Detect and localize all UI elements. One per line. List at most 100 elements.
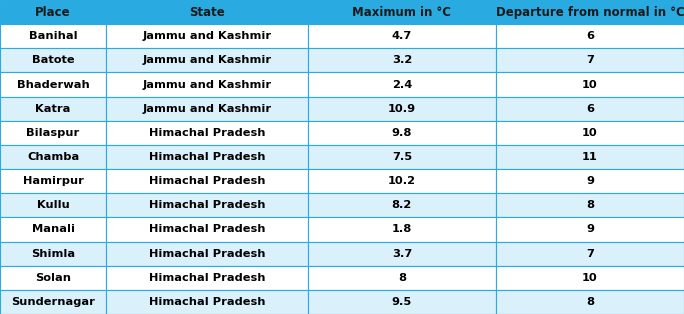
Bar (106, 193, 308, 217)
Text: Chamba: Chamba (27, 152, 79, 162)
Bar (106, 97, 308, 121)
Text: Jammu and Kashmir: Jammu and Kashmir (142, 31, 272, 41)
Text: Jammu and Kashmir: Jammu and Kashmir (142, 79, 272, 89)
Text: 6: 6 (586, 31, 594, 41)
Text: 8: 8 (586, 297, 594, 307)
Bar (0, 24, 106, 48)
Text: 4.7: 4.7 (392, 31, 412, 41)
Bar (106, 217, 308, 241)
Text: Jammu and Kashmir: Jammu and Kashmir (142, 55, 272, 65)
Text: State: State (189, 6, 225, 19)
Bar (308, 73, 496, 97)
Text: 8: 8 (398, 273, 406, 283)
Text: Shimla: Shimla (31, 249, 75, 259)
Bar (496, 217, 684, 241)
Text: 9: 9 (586, 225, 594, 235)
Bar (496, 266, 684, 290)
Bar (0, 290, 106, 314)
Text: Jammu and Kashmir: Jammu and Kashmir (142, 104, 272, 114)
Bar (308, 0, 496, 24)
Text: 8.2: 8.2 (392, 200, 412, 210)
Bar (308, 241, 496, 266)
Text: Bilaspur: Bilaspur (27, 128, 79, 138)
Bar (106, 121, 308, 145)
Bar (496, 121, 684, 145)
Bar (308, 97, 496, 121)
Bar (496, 73, 684, 97)
Text: 9.8: 9.8 (392, 128, 412, 138)
Text: 10: 10 (582, 79, 598, 89)
Bar (496, 24, 684, 48)
Text: 11: 11 (582, 152, 598, 162)
Text: 10: 10 (582, 273, 598, 283)
Text: Bhaderwah: Bhaderwah (16, 79, 90, 89)
Text: Himachal Pradesh: Himachal Pradesh (148, 176, 265, 186)
Bar (0, 97, 106, 121)
Text: Himachal Pradesh: Himachal Pradesh (148, 225, 265, 235)
Text: Banihal: Banihal (29, 31, 77, 41)
Bar (496, 0, 684, 24)
Bar (0, 193, 106, 217)
Bar (0, 241, 106, 266)
Text: 9.5: 9.5 (392, 297, 412, 307)
Text: 10.2: 10.2 (388, 176, 416, 186)
Bar (308, 145, 496, 169)
Bar (496, 97, 684, 121)
Text: Hamirpur: Hamirpur (23, 176, 83, 186)
Bar (106, 266, 308, 290)
Text: 2.4: 2.4 (392, 79, 412, 89)
Bar (496, 193, 684, 217)
Bar (308, 121, 496, 145)
Bar (308, 24, 496, 48)
Bar (0, 266, 106, 290)
Text: Maximum in °C: Maximum in °C (352, 6, 451, 19)
Bar (308, 48, 496, 73)
Bar (106, 48, 308, 73)
Text: 3.2: 3.2 (392, 55, 412, 65)
Bar (106, 145, 308, 169)
Text: Himachal Pradesh: Himachal Pradesh (148, 200, 265, 210)
Bar (106, 24, 308, 48)
Text: 6: 6 (586, 104, 594, 114)
Text: 7: 7 (586, 249, 594, 259)
Bar (308, 217, 496, 241)
Text: Manali: Manali (31, 225, 75, 235)
Bar (0, 121, 106, 145)
Text: 7: 7 (586, 55, 594, 65)
Text: 10.9: 10.9 (388, 104, 416, 114)
Bar (308, 290, 496, 314)
Bar (0, 217, 106, 241)
Text: Himachal Pradesh: Himachal Pradesh (148, 152, 265, 162)
Bar (0, 73, 106, 97)
Bar (0, 48, 106, 73)
Bar (496, 169, 684, 193)
Bar (0, 0, 106, 24)
Text: 1.8: 1.8 (392, 225, 412, 235)
Text: 10: 10 (582, 128, 598, 138)
Text: Himachal Pradesh: Himachal Pradesh (148, 273, 265, 283)
Bar (308, 169, 496, 193)
Text: 8: 8 (586, 200, 594, 210)
Text: 7.5: 7.5 (392, 152, 412, 162)
Bar (106, 290, 308, 314)
Bar (0, 145, 106, 169)
Bar (106, 169, 308, 193)
Bar (308, 193, 496, 217)
Text: Kullu: Kullu (37, 200, 69, 210)
Text: Himachal Pradesh: Himachal Pradesh (148, 249, 265, 259)
Bar (496, 145, 684, 169)
Bar (106, 241, 308, 266)
Text: Himachal Pradesh: Himachal Pradesh (148, 128, 265, 138)
Bar (496, 48, 684, 73)
Bar (308, 266, 496, 290)
Text: Solan: Solan (35, 273, 71, 283)
Text: Katra: Katra (36, 104, 70, 114)
Bar (496, 290, 684, 314)
Text: Place: Place (35, 6, 71, 19)
Text: Sundernagar: Sundernagar (11, 297, 95, 307)
Bar (106, 0, 308, 24)
Text: Batote: Batote (31, 55, 75, 65)
Text: 9: 9 (586, 176, 594, 186)
Bar (496, 241, 684, 266)
Text: Himachal Pradesh: Himachal Pradesh (148, 297, 265, 307)
